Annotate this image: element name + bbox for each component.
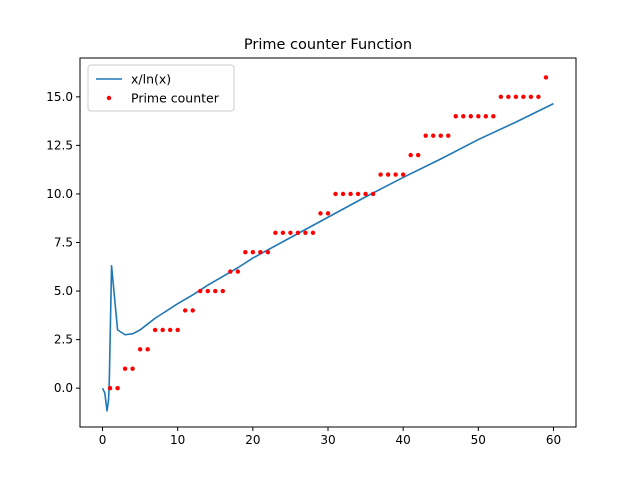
prime-counter-point <box>363 191 368 197</box>
prime-counter-point <box>325 211 331 216</box>
chart-title: Prime counter Function <box>244 37 412 53</box>
series-line-xlnx <box>101 102 554 412</box>
prime-counter-point <box>476 114 481 119</box>
prime-counter-point <box>355 191 361 197</box>
prime-counter-point <box>468 114 473 119</box>
prime-counter-point <box>288 230 293 235</box>
x-tick-label: 20 <box>245 433 260 447</box>
prime-counter-point <box>408 152 413 158</box>
prime-counter-point <box>491 114 496 119</box>
prime-counter-point <box>183 308 188 313</box>
x-tick-label: 30 <box>320 433 335 447</box>
prime-counter-point <box>250 250 256 255</box>
prime-counter-point <box>265 250 271 255</box>
prime-counter-point <box>295 230 301 235</box>
prime-counter-point <box>310 230 316 235</box>
prime-counter-point <box>483 114 489 119</box>
y-tick-label: 2.5 <box>54 333 73 347</box>
x-tick-label: 10 <box>170 433 185 447</box>
prime-counter-point <box>506 94 511 100</box>
prime-counter-point <box>190 308 195 313</box>
prime-counter-point <box>243 250 248 255</box>
prime-counter-point <box>303 230 308 235</box>
x-tick-label: 50 <box>471 433 486 447</box>
prime-counter-point <box>431 133 436 138</box>
prime-counter-point <box>400 172 406 177</box>
prime-counter-point <box>543 75 549 80</box>
prime-counter-point <box>145 347 150 352</box>
prime-counter-point <box>198 288 203 294</box>
y-tick-label: 5.0 <box>54 284 73 298</box>
prime-counter-point <box>415 152 421 158</box>
legend-label: x/ln(x) <box>131 72 171 87</box>
prime-counter-point <box>498 94 504 100</box>
prime-counter-point <box>137 347 143 352</box>
prime-counter-point <box>258 250 263 255</box>
prime-counter-point <box>513 94 519 100</box>
prime-counter-point <box>370 191 376 197</box>
prime-counter-point <box>318 211 323 216</box>
legend-label: Prime counter <box>131 91 220 106</box>
prime-counter-point <box>130 366 135 371</box>
prime-counter-point <box>333 191 338 197</box>
y-tick-label: 0.0 <box>54 381 73 395</box>
prime-counter-point <box>423 133 428 138</box>
x-tick-label: 60 <box>546 433 561 447</box>
prime-counter-point <box>461 114 466 119</box>
y-tick-label: 7.5 <box>54 236 73 250</box>
x-tick-label: 0 <box>99 433 107 447</box>
prime-counter-point <box>348 191 353 197</box>
prime-counter-point <box>438 133 443 138</box>
prime-counter-point <box>446 133 451 138</box>
prime-counter-point <box>393 172 398 177</box>
prime-counter-point <box>115 385 120 391</box>
y-tick-label: 10.0 <box>46 187 73 201</box>
prime-counter-point <box>160 327 165 333</box>
prime-counter-point <box>280 230 286 235</box>
prime-counter-point <box>536 94 541 100</box>
y-tick-label: 12.5 <box>46 138 73 152</box>
prime-counter-point <box>453 114 458 119</box>
prime-counter-point <box>340 191 346 197</box>
axes: 0 10 20 30 40 50 60 0.0 2.5 5.0 7.5 10.0 12.5 15.0 <box>46 57 577 447</box>
prime-counter-point <box>213 288 218 294</box>
prime-counter-point <box>175 327 180 333</box>
legend-box <box>87 64 235 112</box>
prime-counter-point <box>205 288 210 294</box>
legend-marker-swatch <box>106 95 112 101</box>
prime-counter-point <box>228 269 233 274</box>
prime-counter-point <box>122 366 128 371</box>
prime-counter-point <box>220 288 225 294</box>
prime-counter-point <box>152 327 158 333</box>
y-tick-label: 15.0 <box>46 90 73 104</box>
prime-counter-point <box>167 327 173 333</box>
prime-counter-point <box>235 269 241 274</box>
prime-counter-point <box>521 94 526 100</box>
prime-counter-point <box>107 385 113 391</box>
prime-counter-point <box>273 230 278 235</box>
prime-counter-point <box>528 94 534 100</box>
prime-counter-point <box>385 172 391 177</box>
legend: x/ln(x) Prime counter <box>87 64 235 112</box>
prime-counter-point <box>378 172 383 177</box>
plot-area <box>101 75 554 412</box>
x-tick-label: 40 <box>396 433 411 447</box>
